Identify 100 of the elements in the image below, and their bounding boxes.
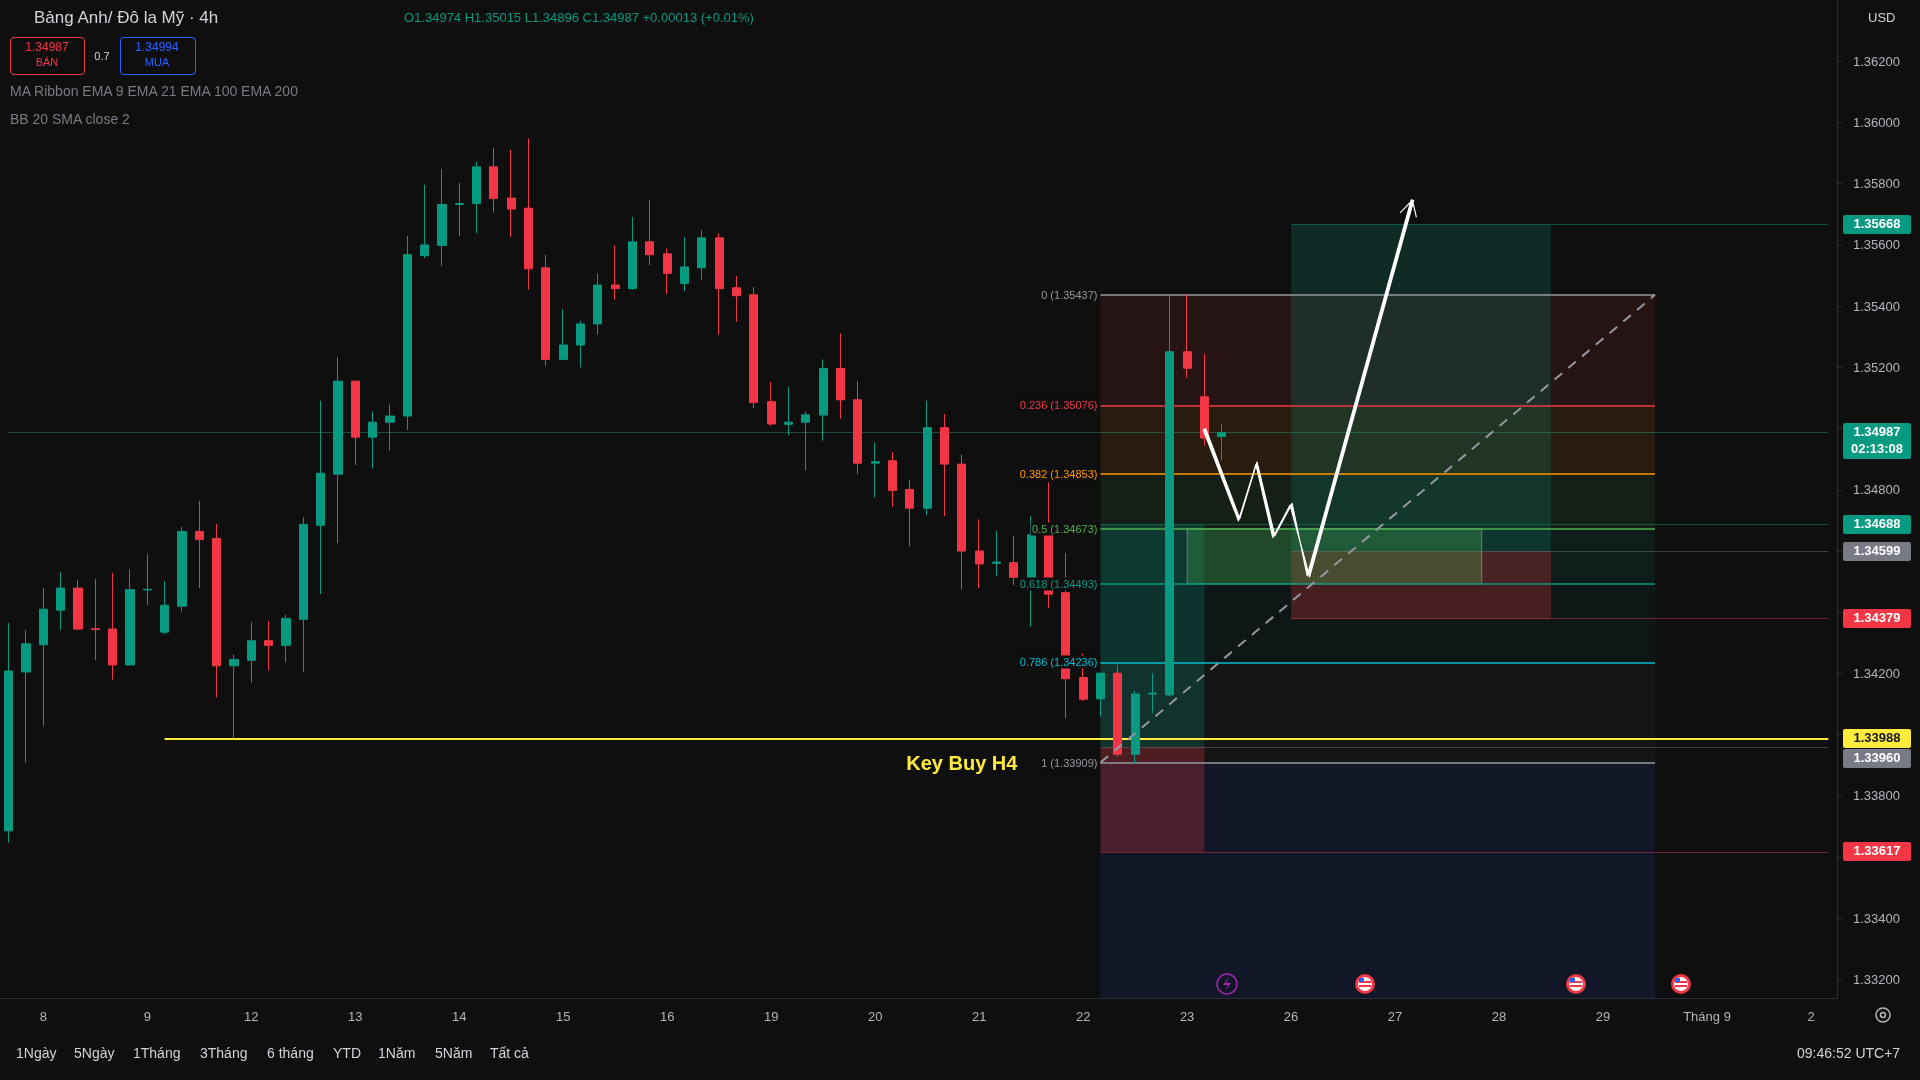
text: 1Năm bbox=[378, 1045, 416, 1061]
candlestick bbox=[455, 182, 464, 237]
candlestick bbox=[299, 516, 308, 673]
candlestick bbox=[1113, 664, 1122, 758]
annotation: O1.34974 H1.35015 L1.34896 C1.34987 +0.00013 (+0.01%) bbox=[404, 10, 754, 26]
candlestick bbox=[524, 137, 533, 291]
text: YTD bbox=[333, 1045, 361, 1061]
candlestick bbox=[143, 553, 152, 606]
candlestick bbox=[472, 161, 481, 234]
x-tick-label: 22 bbox=[1075, 1009, 1091, 1024]
y-tick-label: 1.33800 bbox=[1853, 788, 1900, 804]
text: 02:13:08 bbox=[1849, 441, 1904, 458]
candlestick bbox=[905, 479, 914, 547]
x-tick-label: 27 bbox=[1387, 1009, 1403, 1024]
y-tick-label: 1.35600 bbox=[1853, 237, 1900, 253]
candlestick bbox=[229, 654, 239, 739]
y-tick-label: 1.34200 bbox=[1853, 666, 1900, 681]
annotation: 1.34987 bbox=[25, 39, 69, 55]
x-tick-label: 2 bbox=[1807, 1009, 1815, 1024]
annotation: 0.7 bbox=[94, 49, 110, 64]
candlestick bbox=[351, 380, 360, 466]
ref-line-label: 0.618 (1.34493) bbox=[1018, 577, 1099, 591]
candlestick bbox=[611, 245, 620, 301]
candlestick bbox=[836, 333, 845, 419]
candlestick bbox=[940, 413, 949, 517]
candlestick bbox=[264, 620, 273, 671]
candlestick bbox=[576, 320, 585, 368]
candlestick bbox=[4, 622, 13, 843]
x-tick-label: 29 bbox=[1595, 1009, 1611, 1024]
ref-line-label: 1.33960 bbox=[1843, 748, 1911, 768]
candlestick bbox=[420, 184, 429, 259]
ref-line-label: 0.236 (1.35076) bbox=[1018, 398, 1099, 412]
x-tick-label: 21 bbox=[971, 1009, 987, 1024]
candlestick bbox=[489, 147, 498, 214]
annotation: BÁN bbox=[35, 55, 59, 70]
candlestick bbox=[663, 248, 672, 295]
annotation: Key Buy H4 bbox=[906, 751, 1018, 776]
y-tick-label: 1.35800 bbox=[1853, 176, 1900, 192]
y-tick-label: 1.33200 bbox=[1853, 972, 1900, 988]
candlestick bbox=[975, 518, 984, 589]
ref-line-label: 0.786 (1.34236) bbox=[1018, 655, 1099, 669]
text: 1Tháng bbox=[133, 1045, 181, 1061]
x-tick-label: 12 bbox=[244, 1009, 259, 1024]
candlestick bbox=[1009, 535, 1018, 586]
candlestick bbox=[957, 454, 966, 591]
candlestick bbox=[108, 572, 117, 681]
candlestick bbox=[888, 451, 897, 508]
annotation: BB 20 SMA close 2 bbox=[10, 111, 130, 127]
candlestick bbox=[715, 232, 724, 336]
x-tick-label: 9 bbox=[143, 1009, 151, 1024]
ref-line-label: 0.382 (1.34853) bbox=[1018, 467, 1099, 481]
candlestick bbox=[593, 272, 602, 336]
text: 6 tháng bbox=[267, 1045, 314, 1061]
ref-line-label: 1.34379 bbox=[1843, 609, 1911, 629]
candlestick bbox=[403, 235, 412, 431]
y-tick-label: 1.35200 bbox=[1853, 359, 1900, 375]
candlestick bbox=[541, 254, 550, 367]
text: 1Ngày bbox=[16, 1045, 57, 1061]
x-tick-label: 14 bbox=[452, 1009, 467, 1024]
annotation: MUA bbox=[144, 55, 170, 70]
candlestick bbox=[680, 236, 689, 292]
candlestick bbox=[281, 614, 291, 663]
candlestick bbox=[992, 530, 1001, 577]
candlestick bbox=[21, 629, 31, 764]
x-tick-label: 23 bbox=[1179, 1009, 1195, 1024]
candlestick bbox=[91, 578, 100, 661]
annotation: MA Ribbon EMA 9 EMA 21 EMA 100 EMA 200 bbox=[10, 83, 298, 99]
ref-line-label: 1.33988 bbox=[1843, 728, 1911, 748]
x-tick-label: 15 bbox=[556, 1009, 571, 1024]
ref-line-label: 1.34688 bbox=[1843, 514, 1911, 534]
text: 5Năm bbox=[435, 1045, 473, 1061]
candlestick bbox=[247, 621, 256, 684]
candlestick bbox=[1183, 294, 1192, 379]
candlestick bbox=[749, 286, 758, 409]
text: 3Tháng bbox=[200, 1045, 248, 1061]
ref-line-label: 1.34987 bbox=[1853, 424, 1901, 440]
candlestick bbox=[853, 380, 862, 475]
text: Bảng Anh/ Đô la Mỹ · 4h bbox=[34, 8, 219, 28]
x-tick-label: 16 bbox=[659, 1009, 675, 1024]
x-tick-label: 13 bbox=[348, 1009, 363, 1024]
x-tick-label: 19 bbox=[763, 1009, 779, 1024]
candlestick bbox=[628, 216, 637, 291]
annotation: 1.34994 bbox=[135, 39, 179, 55]
candlestick bbox=[559, 308, 568, 361]
x-tick-label: 8 bbox=[39, 1009, 47, 1024]
y-tick-label: 1.34800 bbox=[1853, 482, 1900, 498]
x-tick-label: 26 bbox=[1283, 1009, 1299, 1024]
candlestick bbox=[56, 571, 65, 631]
ref-line-label: 1.34599 bbox=[1843, 541, 1911, 561]
candlestick bbox=[697, 229, 706, 281]
candlestick bbox=[1096, 672, 1105, 718]
ref-line-label: 1 (1.33909) bbox=[1040, 756, 1099, 770]
x-tick-label: 28 bbox=[1491, 1009, 1507, 1024]
candlestick bbox=[871, 442, 880, 498]
candlestick bbox=[645, 199, 654, 266]
candlestick bbox=[125, 568, 135, 667]
candlestick bbox=[732, 275, 741, 323]
candlestick bbox=[507, 149, 516, 238]
text: USD bbox=[1868, 10, 1896, 26]
candlestick bbox=[767, 381, 776, 427]
